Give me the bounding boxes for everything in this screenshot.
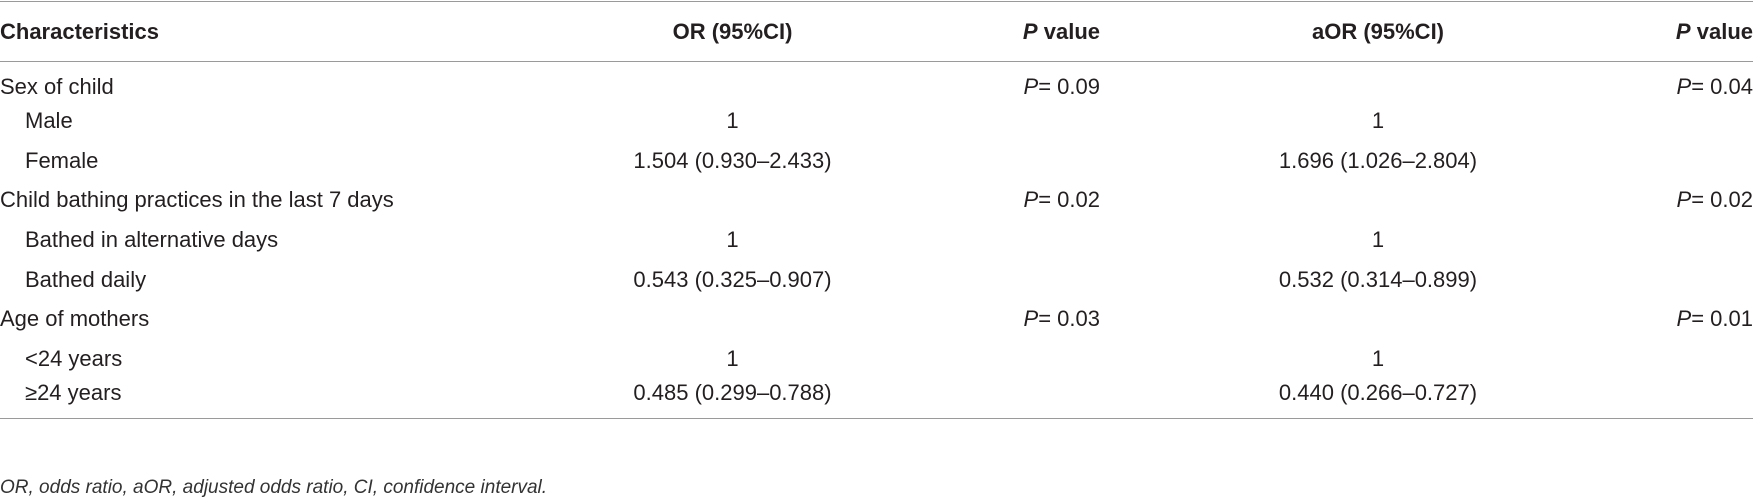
empty-cell	[905, 260, 1100, 300]
odds-ratio: 1.504 (0.930–2.433)	[633, 147, 832, 173]
empty-cell	[1656, 379, 1753, 419]
group-row: Sex of child P= 0.09 P= 0.04	[0, 62, 1753, 102]
p-value-cell: P= 0.03	[905, 300, 1100, 340]
p-text: = 0.01	[1691, 306, 1753, 332]
p-text: = 0.03	[1038, 306, 1100, 332]
empty-cell	[1656, 220, 1753, 260]
group-label: Sex of child	[0, 73, 114, 99]
odds-ratio: 1	[726, 346, 739, 372]
adjusted-odds-ratio: 1	[1371, 346, 1385, 372]
header-label: Characteristics	[0, 18, 159, 44]
adjusted-odds-ratio: 1	[1371, 227, 1385, 253]
column-header: P value	[1656, 2, 1753, 62]
p-value-cell: P= 0.04	[1656, 62, 1753, 102]
column-header: aOR (95%CI)	[1100, 2, 1656, 62]
results-table: Characteristics OR (95%CI) P value aOR (95%…	[0, 1, 1753, 419]
item-label: Bathed daily	[25, 266, 147, 292]
p-value-cell: P= 0.02	[905, 181, 1100, 221]
empty-cell	[1100, 181, 1656, 221]
item-row: <24 years 1 1	[0, 339, 1753, 379]
item-row: Female 1.504 (0.930–2.433) 1.696 (1.026–2.…	[0, 141, 1753, 181]
column-header: P value	[905, 2, 1100, 62]
item-label: Female	[25, 147, 99, 173]
column-header: Characteristics	[0, 2, 560, 62]
empty-cell	[1656, 141, 1753, 181]
header-symbol: P	[1675, 18, 1691, 44]
empty-cell	[905, 101, 1100, 141]
p-symbol: P	[1023, 73, 1039, 99]
item-row: Bathed in alternative days 1 1	[0, 220, 1753, 260]
group-row: Child bathing practices in the last 7 da…	[0, 181, 1753, 221]
empty-cell	[560, 62, 905, 102]
adjusted-odds-ratio: 0.440 (0.266–0.727)	[1278, 379, 1478, 405]
odds-ratio: 0.485 (0.299–0.788)	[633, 379, 832, 405]
adjusted-odds-ratio: 1.696 (1.026–2.804)	[1278, 147, 1478, 173]
group-label: Age of mothers	[0, 306, 150, 332]
header-symbol: P	[1022, 18, 1038, 44]
empty-cell	[905, 220, 1100, 260]
empty-cell	[560, 300, 905, 340]
column-header: OR (95%CI)	[560, 2, 905, 62]
header-label: value	[1043, 18, 1100, 44]
p-symbol: P	[1023, 306, 1039, 332]
group-label: Child bathing practices in the last 7 da…	[0, 187, 394, 213]
empty-cell	[905, 141, 1100, 181]
empty-cell	[560, 181, 905, 221]
header-label: OR (95%CI)	[672, 18, 793, 44]
p-symbol: P	[1676, 306, 1692, 332]
empty-cell	[1656, 339, 1753, 379]
empty-cell	[1100, 62, 1656, 102]
odds-ratio: 0.543 (0.325–0.907)	[633, 266, 832, 292]
p-text: = 0.04	[1691, 73, 1753, 99]
item-label: Male	[25, 108, 73, 134]
group-row: Age of mothers P= 0.03 P= 0.01	[0, 300, 1753, 340]
p-symbol: P	[1676, 73, 1692, 99]
p-text: = 0.02	[1038, 187, 1100, 213]
table-body: Sex of child P= 0.09 P= 0.04 Male 1 1 Female 1.…	[0, 62, 1753, 419]
header-row: Characteristics OR (95%CI) P value aOR (95%…	[0, 1, 1753, 62]
p-value-cell: P= 0.02	[1656, 181, 1753, 221]
empty-cell	[905, 379, 1100, 419]
p-value-cell: P= 0.01	[1656, 300, 1753, 340]
p-text: = 0.09	[1038, 73, 1100, 99]
odds-ratio: 1	[726, 108, 739, 134]
item-row: ≥24 years 0.485 (0.299–0.788) 0.440 (0.266…	[0, 379, 1753, 419]
item-row: Male 1 1	[0, 101, 1753, 141]
p-symbol: P	[1676, 187, 1692, 213]
empty-cell	[1656, 101, 1753, 141]
p-value-cell: P= 0.09	[905, 62, 1100, 102]
p-symbol: P	[1023, 187, 1039, 213]
table-header: Characteristics OR (95%CI) P value aOR (95%…	[0, 1, 1753, 62]
item-label: <24 years	[25, 346, 123, 372]
item-label: Bathed in alternative days	[25, 227, 279, 253]
empty-cell	[1656, 260, 1753, 300]
header-label: value	[1696, 18, 1753, 44]
header-label: aOR (95%CI)	[1311, 18, 1445, 44]
p-text: = 0.02	[1691, 187, 1753, 213]
empty-cell	[905, 339, 1100, 379]
footnote: OR, odds ratio, aOR, adjusted odds ratio…	[0, 477, 548, 498]
odds-ratio: 1	[726, 227, 739, 253]
adjusted-odds-ratio: 0.532 (0.314–0.899)	[1278, 266, 1478, 292]
item-label: ≥24 years	[25, 379, 122, 405]
empty-cell	[1100, 300, 1656, 340]
item-row: Bathed daily 0.543 (0.325–0.907) 0.532 (0.…	[0, 260, 1753, 300]
adjusted-odds-ratio: 1	[1371, 108, 1385, 134]
